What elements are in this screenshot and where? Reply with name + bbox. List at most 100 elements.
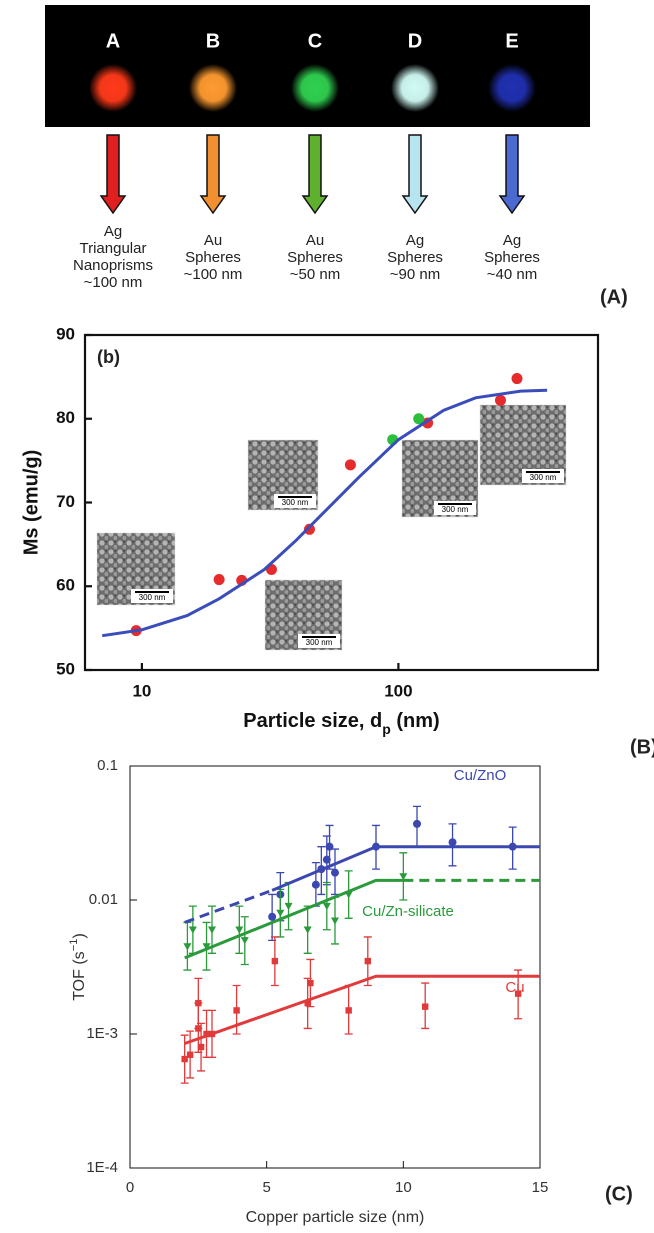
data-point: [208, 926, 216, 934]
data-point: [303, 926, 312, 934]
x-tick-label: 5: [262, 1179, 270, 1196]
particle-label: ~40 nm: [487, 266, 537, 283]
particle-glow: [89, 64, 137, 112]
particle-letter: D: [408, 30, 422, 52]
data-point: [197, 1043, 205, 1051]
particle-label: Spheres: [185, 249, 241, 266]
y-axis-label-part: −1: [68, 939, 80, 952]
data-point: [240, 937, 249, 945]
data-point: [364, 957, 371, 965]
particle-label: Spheres: [484, 249, 540, 266]
y-axis-label: Ms (emu/g): [20, 450, 42, 556]
data-point: [303, 523, 315, 535]
y-tick-label: 90: [56, 324, 75, 343]
particle-glow: [488, 64, 536, 112]
x-tick-label: 10: [395, 1179, 412, 1196]
panel-label: (C): [605, 1183, 633, 1205]
data-point: [311, 880, 320, 889]
particle-glow: [291, 64, 339, 112]
data-point: [235, 926, 244, 934]
y-tick-label: 70: [56, 492, 75, 511]
data-point: [344, 459, 356, 471]
data-point: [304, 999, 311, 1007]
data-point: [203, 1030, 210, 1038]
scale-bar-label: 300 nm: [282, 498, 309, 507]
fit-line: [184, 878, 404, 960]
y-tick-label: 80: [56, 408, 75, 427]
x-tick-label: 100: [384, 681, 412, 700]
data-point: [186, 1051, 194, 1058]
particle-glow: [189, 64, 237, 112]
y-tick-label: 60: [56, 576, 75, 595]
scale-bar-label: 300 nm: [306, 638, 333, 647]
arrow: [99, 134, 127, 215]
data-point: [494, 394, 506, 406]
data-point: [213, 574, 225, 586]
x-axis-label: Particle size, dp (nm): [243, 710, 439, 736]
arrow: [498, 134, 526, 215]
data-point: [331, 868, 339, 877]
particle-label: Au: [204, 232, 222, 249]
y-tick-label: 0.1: [97, 757, 118, 774]
series-annotation: Cu/ZnO: [454, 767, 507, 784]
scale-bar-label: 300 nm: [139, 593, 166, 602]
panel-label: (A): [600, 286, 628, 308]
arrow: [199, 134, 227, 215]
x-axis-label-part: (nm): [391, 710, 440, 732]
y-tick-label: 0.01: [89, 891, 118, 908]
particle-label: Spheres: [387, 249, 443, 266]
particle-label: ~90 nm: [390, 266, 440, 283]
data-point: [331, 917, 339, 925]
data-point: [284, 902, 293, 911]
particle-label: Spheres: [287, 249, 343, 266]
particle-label: Nanoprisms: [73, 257, 153, 274]
data-point: [268, 912, 277, 921]
particle-label: Ag: [406, 232, 424, 249]
scale-bar-label: 300 nm: [442, 505, 469, 514]
data-point: [514, 990, 522, 997]
data-point: [322, 902, 331, 911]
arrow: [301, 134, 329, 215]
particle-label: Ag: [503, 232, 521, 249]
particle-glow: [391, 64, 439, 112]
chart-title: (b): [97, 347, 120, 367]
data-point: [183, 943, 192, 951]
particle-label: Au: [306, 232, 324, 249]
data-point: [233, 1007, 240, 1014]
data-point: [202, 943, 211, 951]
particle-label: Triangular: [80, 240, 147, 257]
fit-line: [184, 974, 540, 1045]
panel-label: (B): [630, 736, 654, 758]
x-axis-label-part: Copper particle size (nm): [246, 1209, 425, 1226]
data-point: [188, 926, 197, 934]
x-axis-label-part: p: [382, 721, 391, 737]
plot-frame: [129, 765, 541, 1169]
arrow: [401, 134, 429, 215]
particle-letter: A: [106, 30, 120, 52]
particle-letter: E: [505, 30, 518, 52]
scale-bar-label: 300 nm: [530, 473, 557, 482]
data-point: [511, 373, 523, 385]
x-tick-label: 10: [132, 681, 151, 700]
particle-label: ~100 nm: [84, 274, 143, 291]
x-tick-label: 15: [532, 1179, 549, 1196]
data-point: [271, 957, 279, 965]
fit-line: [101, 388, 548, 638]
x-tick-label: 0: [126, 1179, 134, 1196]
x-axis-label-part: Particle size, d: [243, 710, 382, 732]
y-axis-label: TOF (s−1): [68, 933, 88, 1001]
data-point: [422, 1003, 429, 1010]
data-point: [195, 1025, 202, 1032]
data-point: [413, 413, 425, 425]
data-point: [276, 909, 285, 917]
y-tick-label: 1E-3: [86, 1025, 118, 1042]
x-axis-label: Copper particle size (nm): [246, 1209, 425, 1226]
particle-label: ~100 nm: [184, 266, 243, 283]
particle-letter: B: [206, 30, 220, 52]
fit-line: [271, 845, 540, 892]
data-point: [413, 819, 421, 828]
particle-label: Ag: [104, 223, 122, 240]
data-point: [307, 979, 314, 987]
